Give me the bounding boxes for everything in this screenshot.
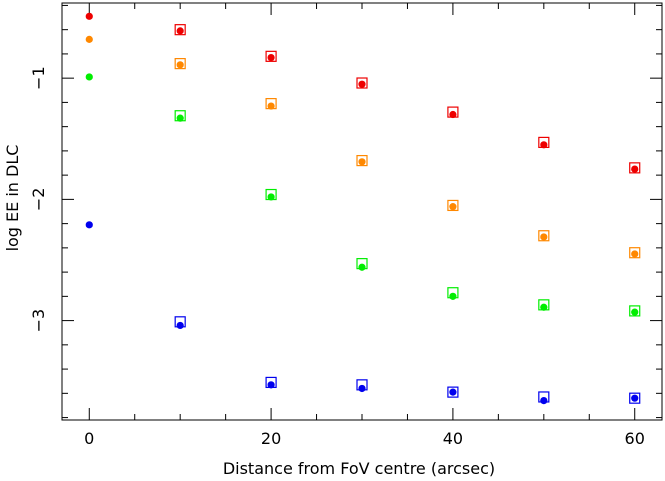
square-marker	[356, 154, 368, 167]
y-tick-label: −2	[29, 188, 48, 212]
square-marker	[356, 77, 368, 89]
dot-marker	[358, 158, 366, 166]
square-marker	[629, 247, 641, 259]
dot-marker	[449, 292, 457, 300]
x-axis-label: Distance from FoV centre (arcsec)	[223, 459, 495, 478]
data-series	[85, 35, 641, 259]
x-tick-label: 0	[84, 429, 94, 448]
square-marker	[447, 386, 459, 398]
data-series	[85, 73, 641, 317]
x-tick-label: 60	[625, 429, 645, 448]
dot-marker	[540, 303, 548, 311]
dot-marker	[85, 12, 93, 20]
dot-marker	[449, 110, 457, 119]
dot-marker	[85, 73, 93, 81]
x-tick-label: 40	[443, 429, 463, 448]
square-marker	[538, 230, 550, 242]
dot-marker	[358, 263, 366, 271]
dot-marker	[631, 165, 639, 173]
dot-marker	[540, 141, 548, 149]
dot-marker	[267, 53, 275, 62]
dot-marker	[358, 384, 366, 393]
square-marker	[629, 392, 641, 404]
dot-marker	[267, 102, 275, 110]
dot-marker	[358, 80, 366, 88]
data-series	[85, 12, 641, 174]
dot-marker	[631, 394, 639, 402]
dot-marker	[176, 27, 184, 35]
y-axis-label: log EE in DLC	[3, 145, 22, 252]
dot-marker	[449, 203, 457, 211]
dot-marker	[176, 61, 184, 69]
dot-marker	[176, 321, 184, 330]
axes	[61, 2, 663, 421]
dot-marker	[449, 388, 457, 396]
plot-frame	[61, 2, 663, 421]
dot-marker	[540, 233, 548, 241]
square-marker	[174, 24, 186, 36]
square-marker	[629, 305, 641, 317]
data-series	[85, 221, 641, 405]
square-marker	[174, 58, 186, 70]
dot-marker	[540, 397, 548, 405]
square-marker	[629, 162, 641, 174]
dot-marker	[267, 381, 275, 389]
dot-marker	[85, 221, 93, 229]
square-marker	[447, 199, 459, 212]
dot-marker	[267, 193, 275, 201]
ticks: 0 20 40 60 −1 −2 −3	[29, 3, 662, 448]
dot-marker	[631, 308, 639, 316]
data-marks	[85, 12, 641, 405]
dot-marker	[85, 35, 93, 43]
x-tick-label: 20	[261, 429, 281, 448]
dot-marker	[176, 114, 184, 122]
y-tick-label: −3	[29, 309, 48, 333]
square-marker	[265, 50, 277, 62]
y-tick-label: −1	[29, 66, 48, 90]
dot-marker	[631, 250, 639, 258]
